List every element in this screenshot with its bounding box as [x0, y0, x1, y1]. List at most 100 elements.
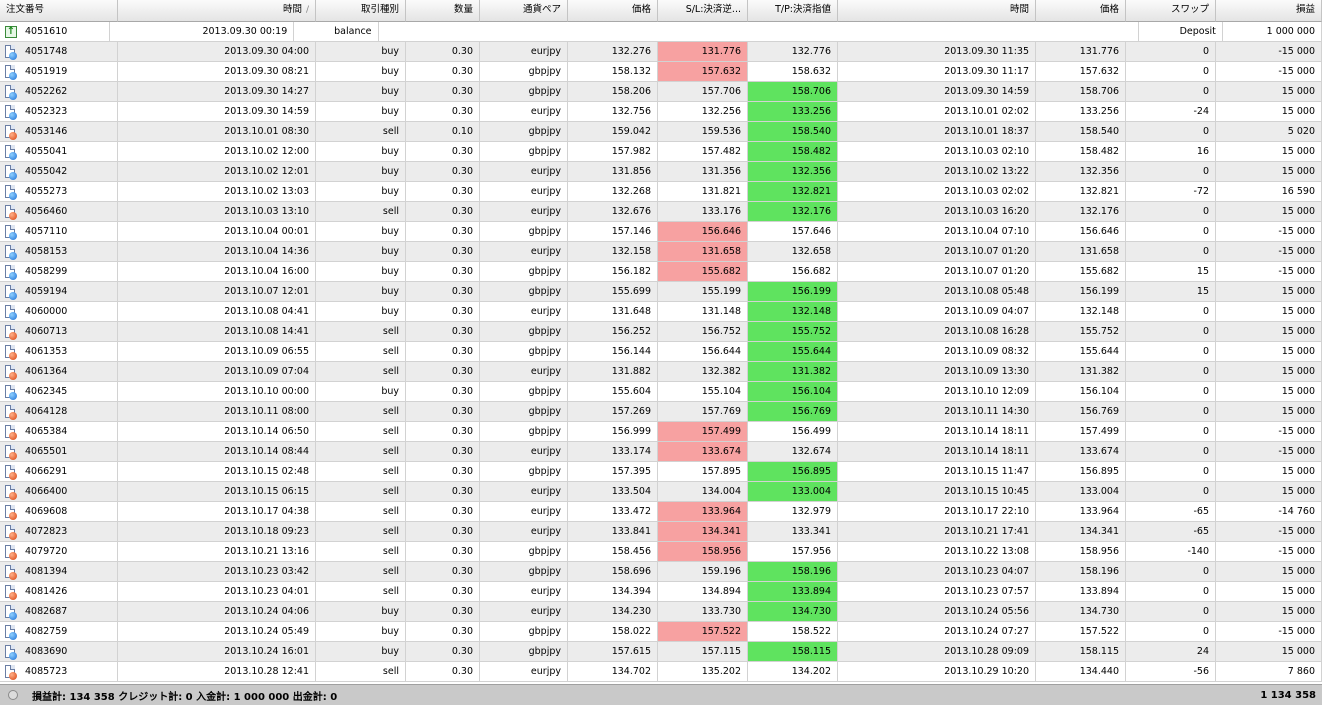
ticket-number: 4058299	[25, 266, 68, 277]
open-price: 157.395	[568, 462, 658, 482]
table-row[interactable]: 4055041 2013.10.02 12:00 buy 0.30 gbpjpy 157.…	[0, 142, 1322, 162]
header-symbol[interactable]: 通貨ペア	[480, 0, 568, 22]
table-row[interactable]: 4079720 2013.10.21 13:16 sell 0.30 gbpjpy 158…	[0, 542, 1322, 562]
ticket-number: 4056460	[25, 206, 68, 217]
table-row[interactable]: 4066291 2013.10.15 02:48 sell 0.30 gbpjpy 157…	[0, 462, 1322, 482]
table-row[interactable]: 4069608 2013.10.17 04:38 sell 0.30 eurjpy 133…	[0, 502, 1322, 522]
table-row[interactable]: 4083690 2013.10.24 16:01 buy 0.30 gbpjpy 157.…	[0, 642, 1322, 662]
profit: 15 000	[1216, 342, 1322, 362]
lot-size: 0.30	[406, 562, 480, 582]
header-tp[interactable]: T/P:決済指値	[748, 0, 838, 22]
header-close-price[interactable]: 価格	[1036, 0, 1126, 22]
table-row[interactable]: 4061364 2013.10.09 07:04 sell 0.30 eurjpy 131…	[0, 362, 1322, 382]
buy-order-icon	[3, 144, 19, 160]
close-time: 2013.10.01 18:37	[838, 122, 1036, 142]
open-price: 133.472	[568, 502, 658, 522]
take-profit: 158.196	[748, 562, 838, 582]
header-swap[interactable]: スワップ	[1126, 0, 1216, 22]
stop-loss: 131.148	[658, 302, 748, 322]
table-row[interactable]: 4051919 2013.09.30 08:21 buy 0.30 gbpjpy 158.…	[0, 62, 1322, 82]
table-row[interactable]: 4055042 2013.10.02 12:01 buy 0.30 eurjpy 131.…	[0, 162, 1322, 182]
table-row[interactable]: 4066400 2013.10.15 06:15 sell 0.30 eurjpy 133…	[0, 482, 1322, 502]
table-row[interactable]: 4085723 2013.10.28 12:41 sell 0.30 eurjpy 134…	[0, 662, 1322, 682]
take-profit: 158.522	[748, 622, 838, 642]
header-time[interactable]: 時間 /	[118, 0, 316, 22]
open-time: 2013.09.30 00:19	[109, 22, 295, 42]
balance-row[interactable]: ↑ 4051610 2013.09.30 00:19 balance Depos…	[0, 22, 1322, 42]
table-row[interactable]: 4081394 2013.10.23 03:42 sell 0.30 gbpjpy 158…	[0, 562, 1322, 582]
lot-size: 0.30	[406, 342, 480, 362]
table-row[interactable]: 4058153 2013.10.04 14:36 buy 0.30 eurjpy 132.…	[0, 242, 1322, 262]
ticket-cell: 4060000	[0, 302, 118, 322]
header-profit[interactable]: 損益	[1216, 0, 1322, 22]
lot-size: 0.30	[406, 642, 480, 662]
header-size[interactable]: 数量	[406, 0, 480, 22]
open-time: 2013.10.04 00:01	[118, 222, 316, 242]
trade-type: buy	[316, 62, 406, 82]
header-price[interactable]: 価格	[568, 0, 658, 22]
table-row[interactable]: 4055273 2013.10.02 13:03 buy 0.30 eurjpy 132.…	[0, 182, 1322, 202]
table-row[interactable]: 4056460 2013.10.03 13:10 sell 0.30 eurjpy 132…	[0, 202, 1322, 222]
table-row[interactable]: 4082759 2013.10.24 05:49 buy 0.30 gbpjpy 158.…	[0, 622, 1322, 642]
table-row[interactable]: 4053146 2013.10.01 08:30 sell 0.10 gbpjpy 159…	[0, 122, 1322, 142]
table-row[interactable]: 4051748 2013.09.30 04:00 buy 0.30 eurjpy 132.…	[0, 42, 1322, 62]
table-row[interactable]: 4060000 2013.10.08 04:41 buy 0.30 eurjpy 131.…	[0, 302, 1322, 322]
currency-pair: gbpjpy	[480, 82, 568, 102]
table-row[interactable]: 4058299 2013.10.04 16:00 buy 0.30 gbpjpy 156.…	[0, 262, 1322, 282]
table-row[interactable]: 4057110 2013.10.04 00:01 buy 0.30 gbpjpy 157.…	[0, 222, 1322, 242]
close-price: 134.730	[1036, 602, 1126, 622]
open-time: 2013.10.15 06:15	[118, 482, 316, 502]
header-close-time[interactable]: 時間	[838, 0, 1036, 22]
buy-order-icon	[3, 644, 19, 660]
table-row[interactable]: 4052323 2013.09.30 14:59 buy 0.30 eurjpy 132.…	[0, 102, 1322, 122]
lot-size: 0.30	[406, 582, 480, 602]
table-row[interactable]: 4052262 2013.09.30 14:27 buy 0.30 gbpjpy 158.…	[0, 82, 1322, 102]
open-time: 2013.10.24 04:06	[118, 602, 316, 622]
ticket-cell: 4085723	[0, 662, 118, 682]
trade-type: sell	[316, 422, 406, 442]
table-row[interactable]: 4081426 2013.10.23 04:01 sell 0.30 eurjpy 134…	[0, 582, 1322, 602]
header-sl[interactable]: S/L:決済逆...	[658, 0, 748, 22]
close-time: 2013.09.30 14:59	[838, 82, 1036, 102]
open-time: 2013.10.03 13:10	[118, 202, 316, 222]
open-price: 157.615	[568, 642, 658, 662]
ticket-cell: 4057110	[0, 222, 118, 242]
table-row[interactable]: 4061353 2013.10.09 06:55 sell 0.30 gbpjpy 156…	[0, 342, 1322, 362]
balance-comment: Deposit	[1138, 22, 1223, 42]
table-row[interactable]: 4072823 2013.10.18 09:23 sell 0.30 eurjpy 133…	[0, 522, 1322, 542]
ticket-cell: 4065501	[0, 442, 118, 462]
table-row[interactable]: 4065384 2013.10.14 06:50 sell 0.30 gbpjpy 156…	[0, 422, 1322, 442]
stop-loss: 157.706	[658, 82, 748, 102]
sell-order-icon	[3, 344, 19, 360]
close-price: 155.752	[1036, 322, 1126, 342]
open-price: 133.504	[568, 482, 658, 502]
close-time: 2013.10.09 04:07	[838, 302, 1036, 322]
header-ticket[interactable]: 注文番号	[0, 0, 118, 22]
lot-size: 0.30	[406, 182, 480, 202]
buy-order-icon	[3, 64, 19, 80]
profit: 7 860	[1216, 662, 1322, 682]
trade-type: buy	[316, 302, 406, 322]
currency-pair: gbpjpy	[480, 342, 568, 362]
lot-size: 0.30	[406, 382, 480, 402]
table-row[interactable]: 4059194 2013.10.07 12:01 buy 0.30 gbpjpy 155.…	[0, 282, 1322, 302]
table-row[interactable]: 4065501 2013.10.14 08:44 sell 0.30 eurjpy 133…	[0, 442, 1322, 462]
sell-order-icon	[3, 124, 19, 140]
currency-pair: gbpjpy	[480, 562, 568, 582]
trade-type: sell	[316, 662, 406, 682]
trade-type: buy	[316, 82, 406, 102]
profit: 15 000	[1216, 202, 1322, 222]
table-row[interactable]: 4062345 2013.10.10 00:00 buy 0.30 gbpjpy 155.…	[0, 382, 1322, 402]
trade-rows: ↑ 4051610 2013.09.30 00:19 balance Depos…	[0, 22, 1322, 682]
open-price: 132.756	[568, 102, 658, 122]
open-price: 131.856	[568, 162, 658, 182]
ticket-cell: 4051919	[0, 62, 118, 82]
ticket-number: 4060000	[25, 306, 68, 317]
table-row[interactable]: 4064128 2013.10.11 08:00 sell 0.30 gbpjpy 157…	[0, 402, 1322, 422]
header-type[interactable]: 取引種別	[316, 0, 406, 22]
open-price: 157.146	[568, 222, 658, 242]
open-price: 131.648	[568, 302, 658, 322]
profit: 15 000	[1216, 162, 1322, 182]
table-row[interactable]: 4082687 2013.10.24 04:06 buy 0.30 eurjpy 134.…	[0, 602, 1322, 622]
table-row[interactable]: 4060713 2013.10.08 14:41 sell 0.30 gbpjpy 156…	[0, 322, 1322, 342]
